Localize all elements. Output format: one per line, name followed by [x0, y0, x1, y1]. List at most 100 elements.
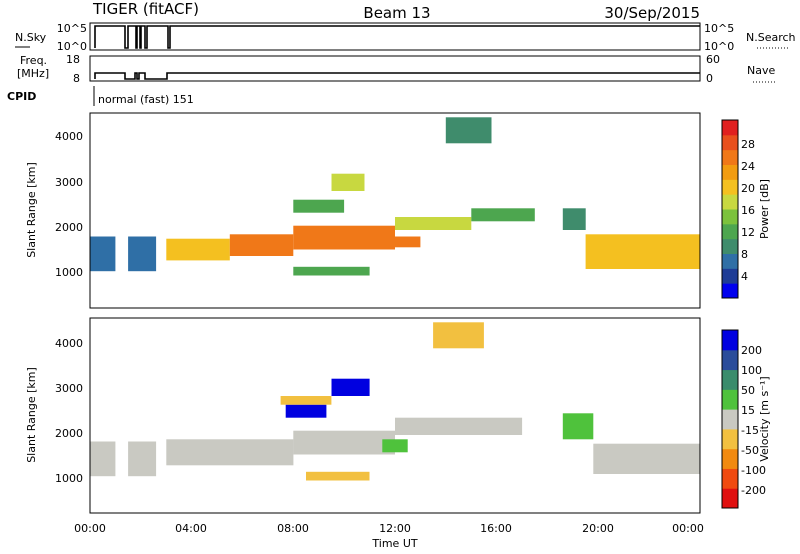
xtick-2: 08:00	[277, 522, 309, 535]
power-colorbar-swatch-7	[722, 179, 738, 195]
power-ytick-2000: 2000	[55, 221, 83, 234]
power-cb-tick-28: 28	[741, 138, 755, 151]
xtick-0: 00:00	[74, 522, 106, 535]
power-ytick-4000: 4000	[55, 130, 83, 143]
velocity-colorbar-swatch-4	[722, 409, 738, 430]
velocity-region-9	[280, 396, 332, 405]
power-region-2	[166, 238, 230, 261]
power-region-3	[229, 234, 294, 256]
velocity-ytick-4000: 4000	[55, 337, 83, 350]
xtick-5: 20:00	[582, 522, 614, 535]
velocity-colorbar-swatch-0	[722, 488, 738, 509]
power-cells	[90, 117, 700, 276]
date-title: 30/Sep/2015	[604, 4, 700, 22]
power-ytick-3000: 3000	[55, 176, 83, 189]
xtick-3: 12:00	[379, 522, 411, 535]
freq-trace	[94, 72, 700, 80]
velocity-ytick-2000: 2000	[55, 427, 83, 440]
power-region-11	[445, 117, 492, 144]
vel-cb-tick-m15: -15	[741, 424, 759, 437]
power-region-12	[562, 208, 586, 230]
power-colorbar-swatch-8	[722, 164, 738, 180]
velocity-colorbar-swatch-1	[722, 468, 738, 489]
vel-cb-tick-m50: -50	[741, 444, 759, 457]
xtick-4: 16:00	[480, 522, 512, 535]
power-cb-tick-12: 12	[741, 226, 755, 239]
power-cb-tick-8: 8	[741, 248, 748, 261]
power-colorbar-swatch-4	[722, 223, 738, 240]
power-colorbar-swatch-0	[722, 283, 738, 299]
power-cb-tick-20: 20	[741, 182, 755, 195]
velocity-region-11	[562, 413, 594, 440]
velocity-colorbar: 200 100 50 15 -15 -50 -100 -200 Velocity…	[721, 329, 771, 509]
power-cb-tick-24: 24	[741, 160, 755, 173]
nave-tick-top: 60	[706, 53, 720, 66]
vel-cb-tick-50: 50	[741, 384, 755, 397]
nsky-trace	[94, 25, 700, 49]
x-axis-label: Time UT	[371, 537, 417, 550]
power-region-7	[293, 266, 370, 276]
velocity-ylabel: Slant Range [km]	[25, 367, 38, 463]
velocity-region-0	[90, 441, 116, 477]
power-region-10	[293, 199, 345, 213]
power-region-4	[293, 225, 395, 250]
xtick-6: 00:00	[672, 522, 704, 535]
beam-title: Beam 13	[363, 4, 430, 22]
x-axis: 00:00 04:00 08:00 12:00 16:00 20:00 00:0…	[74, 522, 704, 550]
velocity-region-8	[285, 404, 327, 418]
power-colorbar-swatch-1	[722, 268, 738, 284]
nsky-label: N.Sky	[15, 31, 47, 44]
velocity-colorbar-swatch-6	[722, 369, 738, 390]
nsearch-label: N.Search	[746, 31, 796, 44]
power-colorbar-swatch-3	[722, 238, 738, 254]
freq-tick-bottom: 8	[73, 72, 80, 85]
velocity-colorbar-swatch-8	[722, 330, 738, 351]
velocity-region-4	[395, 417, 523, 435]
power-cb-tick-4: 4	[741, 270, 748, 283]
velocity-region-12	[593, 443, 701, 474]
power-colorbar-swatch-11	[722, 120, 738, 136]
velocity-cells	[90, 322, 701, 481]
velocity-colorbar-swatch-5	[722, 389, 738, 410]
power-region-6	[471, 208, 535, 222]
velocity-region-2	[166, 439, 294, 466]
power-ylabel: Slant Range [km]	[25, 162, 38, 258]
freq-label-1: Freq.	[20, 54, 47, 67]
power-colorbar-swatch-10	[722, 134, 738, 151]
nsky-strip: N.Sky 10^5 10^0 10^5 10^0 N.Search	[15, 22, 796, 53]
vel-cb-tick-15: 15	[741, 404, 755, 417]
velocity-ytick-1000: 1000	[55, 472, 83, 485]
vel-cb-tick-100: 100	[741, 364, 762, 377]
vel-cb-tick-200: 200	[741, 344, 762, 357]
velocity-ytick-3000: 3000	[55, 382, 83, 395]
power-colorbar-swatch-6	[722, 194, 738, 210]
nave-label: Nave	[747, 64, 775, 77]
velocity-region-7	[331, 378, 370, 396]
xtick-1: 04:00	[175, 522, 207, 535]
cpid-strip: CPID normal (fast) 151	[7, 86, 194, 106]
velocity-region-3	[293, 430, 395, 455]
cpid-label: CPID	[7, 90, 36, 103]
cpid-text: normal (fast) 151	[98, 93, 194, 106]
vel-cb-tick-m200: -200	[741, 484, 766, 497]
nsearch-tick-top: 10^5	[704, 22, 734, 35]
velocity-region-1	[128, 441, 157, 477]
velocity-colorbar-swatch-3	[722, 428, 738, 450]
power-colorbar-swatch-2	[722, 253, 738, 269]
power-ytick-1000: 1000	[55, 266, 83, 279]
power-cb-label: Power [dB]	[758, 179, 771, 239]
velocity-region-6	[382, 439, 408, 453]
nsky-tick-top: 10^5	[57, 22, 87, 35]
power-region-13	[585, 234, 700, 269]
power-region-8	[382, 236, 421, 248]
power-cb-tick-16: 16	[741, 204, 755, 217]
power-panel: Slant Range [km] 4000 3000 2000 1000	[25, 112, 701, 309]
nsearch-tick-bottom: 10^0	[704, 40, 734, 53]
power-colorbar-swatch-5	[722, 209, 738, 225]
power-region-5	[395, 217, 472, 230]
freq-strip: Freq. [MHz] 18 8 60 0 Nave	[17, 53, 775, 85]
velocity-region-10	[433, 322, 484, 349]
power-region-1	[128, 236, 157, 272]
velocity-cb-label: Velocity [m s⁻¹]	[758, 376, 771, 461]
